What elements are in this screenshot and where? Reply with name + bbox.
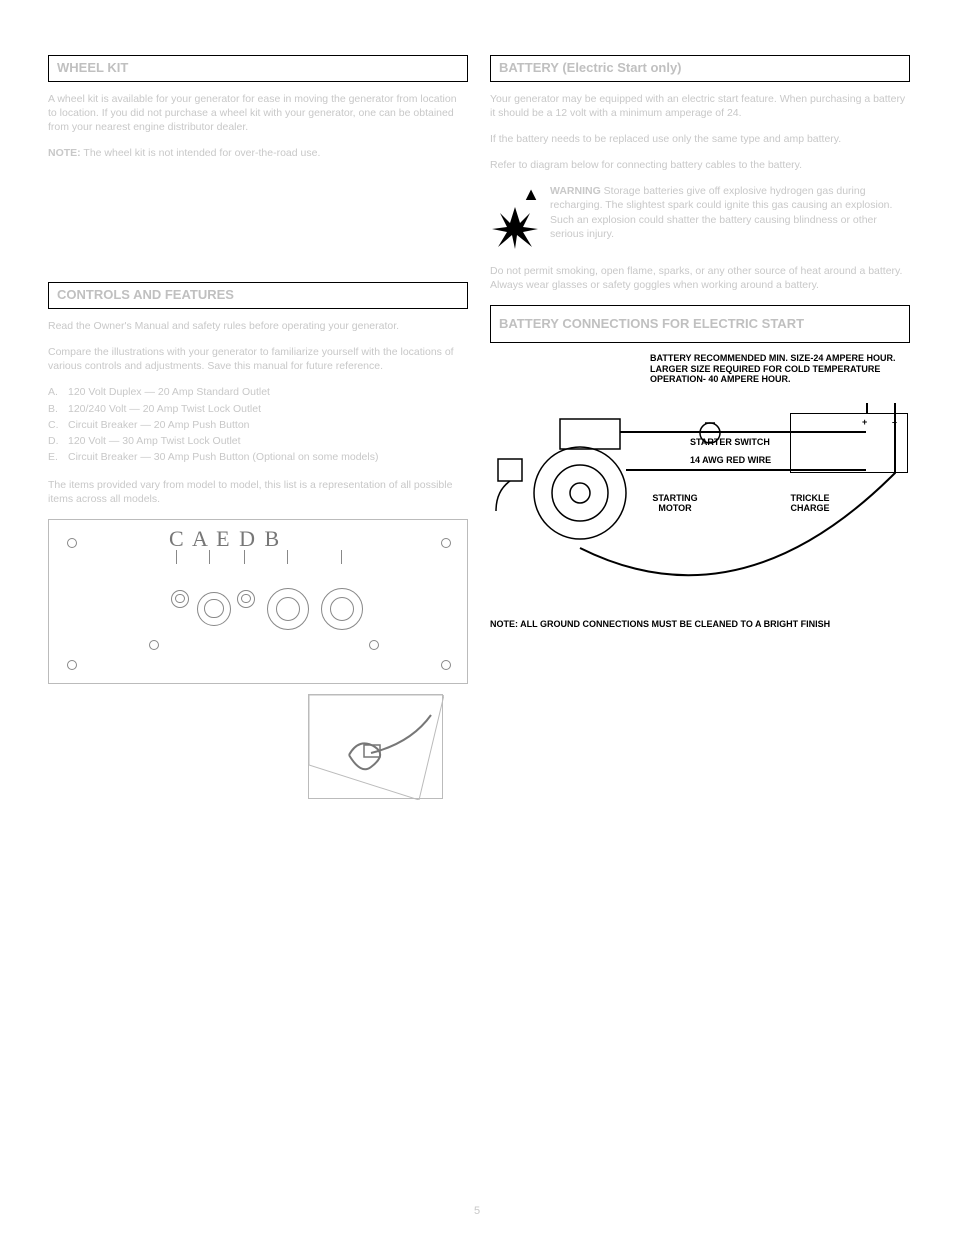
ground-note: NOTE: ALL GROUND CONNECTIONS MUST BE CLE… bbox=[490, 619, 910, 629]
list-item-text: Circuit Breaker — 20 Amp Push Button bbox=[68, 418, 250, 432]
wheel-kit-note: NOTE: The wheel kit is not intended for … bbox=[48, 146, 468, 160]
label-red-wire: 14 AWG RED WIRE bbox=[690, 455, 771, 465]
panel-screw-dot bbox=[441, 660, 451, 670]
cord-plug-icon bbox=[309, 695, 444, 800]
panel-tick bbox=[176, 550, 177, 564]
warning-label: WARNING bbox=[550, 185, 601, 197]
duplex-a bbox=[197, 592, 231, 626]
list-item-text: 120 Volt — 30 Amp Twist Lock Outlet bbox=[68, 434, 241, 448]
warning-triangle-icon: ▲ bbox=[522, 184, 540, 204]
warning-body: Storage batteries give off explosive hyd… bbox=[550, 185, 892, 240]
receptacle-inner bbox=[204, 599, 223, 618]
panel-tick bbox=[209, 550, 210, 564]
panel-screw-dot bbox=[67, 538, 77, 548]
battery-p3: Refer to diagram below for connecting ba… bbox=[490, 158, 910, 172]
twistlock-b bbox=[321, 588, 363, 630]
battery-warning-text: WARNING Storage batteries give off explo… bbox=[550, 184, 910, 241]
panel-tick bbox=[341, 550, 342, 564]
battery-warning: ▲ WARNING Storage batteries give off exp… bbox=[490, 184, 910, 254]
panel-screw-dot bbox=[369, 640, 379, 650]
list-item-text: Circuit Breaker — 30 Amp Push Button (Op… bbox=[68, 450, 378, 464]
battery-p1: Your generator may be equipped with an e… bbox=[490, 92, 910, 120]
controls-list: A.120 Volt Duplex — 20 Amp Standard Outl… bbox=[48, 385, 468, 464]
panel-letter-row: C A E D B bbox=[169, 526, 281, 552]
controls-note2: The items provided vary from model to mo… bbox=[48, 478, 468, 506]
list-item-label: A. bbox=[48, 385, 68, 399]
burst-icon bbox=[490, 205, 540, 249]
list-item-text: 120 Volt Duplex — 20 Amp Standard Outlet bbox=[68, 385, 270, 399]
page: WHEEL KIT A wheel kit is available for y… bbox=[0, 0, 954, 1235]
panel-screw-dot bbox=[67, 660, 77, 670]
controls-list-item: A.120 Volt Duplex — 20 Amp Standard Outl… bbox=[48, 385, 468, 399]
twistlock-d bbox=[267, 588, 309, 630]
panel-tick bbox=[287, 550, 288, 564]
controls-list-item: B.120/240 Volt — 20 Amp Twist Lock Outle… bbox=[48, 402, 468, 416]
controls-p1: Read the Owner's Manual and safety rules… bbox=[48, 319, 468, 333]
label-starter-switch: STARTER SWITCH bbox=[690, 437, 770, 447]
cord-plug-figure bbox=[308, 694, 443, 799]
battery-p2: If the battery needs to be replaced use … bbox=[490, 132, 910, 146]
label-trickle-charge: TRICKLE CHARGE bbox=[780, 493, 840, 513]
battery-p4: Do not permit smoking, open flame, spark… bbox=[490, 264, 910, 292]
page-number: 5 bbox=[0, 1205, 954, 1217]
receptacle-inner bbox=[276, 597, 300, 621]
left-column: WHEEL KIT A wheel kit is available for y… bbox=[48, 55, 468, 799]
controls-p2: Compare the illustrations with your gene… bbox=[48, 345, 468, 373]
wheel-kit-paragraph: A wheel kit is available for your genera… bbox=[48, 92, 468, 135]
list-item-label: D. bbox=[48, 434, 68, 448]
heading-wheel-kit: WHEEL KIT bbox=[48, 55, 468, 82]
panel-tick bbox=[244, 550, 245, 564]
panel-screw-dot bbox=[441, 538, 451, 548]
heading-controls: CONTROLS AND FEATURES bbox=[48, 282, 468, 309]
spacer bbox=[48, 172, 468, 282]
list-item-text: 120/240 Volt — 20 Amp Twist Lock Outlet bbox=[68, 402, 261, 416]
wheel-kit-note-text: The wheel kit is not intended for over-t… bbox=[83, 147, 320, 159]
label-starting-motor: STARTING MOTOR bbox=[640, 493, 710, 513]
heading-battery: BATTERY (Electric Start only) bbox=[490, 55, 910, 82]
receptacle-inner bbox=[330, 597, 354, 621]
heading-wiring: BATTERY CONNECTIONS FOR ELECTRIC START bbox=[490, 305, 910, 344]
controls-list-item: E.Circuit Breaker — 30 Amp Push Button (… bbox=[48, 450, 468, 464]
wiring-diagram: BATTERY RECOMMENDED MIN. SIZE-24 AMPERE … bbox=[490, 353, 910, 613]
list-item-label: B. bbox=[48, 402, 68, 416]
receptacle-panel-figure: C A E D B bbox=[48, 519, 468, 684]
receptacle-inner bbox=[241, 594, 251, 604]
circuit-breaker-e bbox=[237, 590, 255, 608]
explosion-icon: ▲ bbox=[490, 184, 540, 254]
list-item-label: E. bbox=[48, 450, 68, 464]
list-item-label: C. bbox=[48, 418, 68, 432]
circuit-breaker-c bbox=[171, 590, 189, 608]
panel-screw-dot bbox=[149, 640, 159, 650]
right-column: BATTERY (Electric Start only) Your gener… bbox=[490, 55, 910, 629]
ground-wire bbox=[490, 353, 910, 613]
receptacle-inner bbox=[175, 594, 185, 604]
controls-list-item: D.120 Volt — 30 Amp Twist Lock Outlet bbox=[48, 434, 468, 448]
controls-list-item: C.Circuit Breaker — 20 Amp Push Button bbox=[48, 418, 468, 432]
